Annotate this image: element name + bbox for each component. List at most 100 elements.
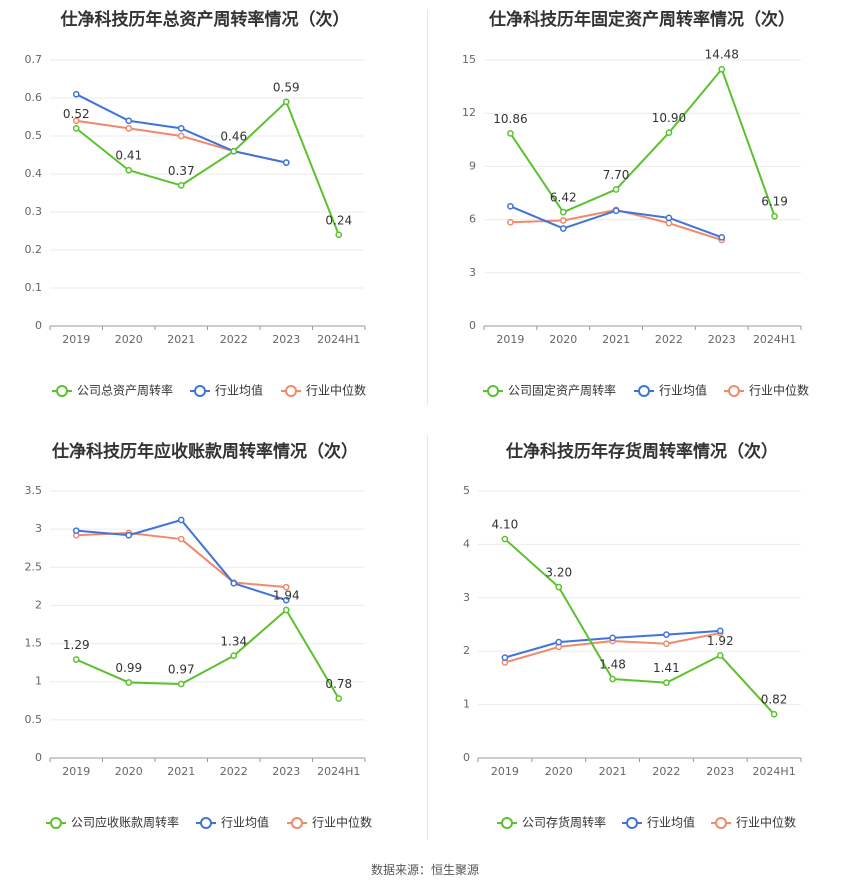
data-point-company: [282, 98, 290, 106]
data-point-company: [72, 656, 80, 663]
legend-label: 行业中位数: [749, 383, 809, 398]
x-tick-label: 2022: [220, 765, 248, 778]
data-label: 0.59: [273, 80, 300, 94]
data-label: 4.10: [492, 518, 519, 532]
x-tick-label: 2024H1: [753, 333, 796, 346]
y-tick-label: 3: [463, 591, 470, 604]
data-point-avg: [507, 202, 514, 210]
y-tick-label: 0.2: [25, 243, 43, 256]
data-point-company: [665, 129, 673, 137]
data-label: 0.78: [325, 677, 352, 691]
data-point-company: [230, 652, 238, 660]
data-point-avg: [665, 214, 673, 222]
data-point-company: [770, 710, 778, 718]
x-tick-label: 2019: [496, 333, 524, 346]
data-point-company: [177, 182, 185, 189]
data-label: 7.70: [603, 168, 630, 182]
legend-marker-median: [728, 385, 740, 397]
data-point-median: [665, 219, 673, 227]
x-tick-label: 2019: [491, 765, 519, 778]
legend-marker-company: [487, 385, 499, 397]
legend-marker-company: [56, 385, 68, 397]
y-tick-label: 4: [463, 537, 470, 550]
y-tick-label: 3.5: [25, 484, 43, 497]
data-point-company: [125, 679, 133, 686]
chart-title: 仕净科技历年总资产周转率情况（次）: [60, 9, 350, 30]
vertical-divider: [427, 10, 428, 405]
x-tick-label: 2020: [549, 333, 577, 346]
data-point-median: [72, 117, 80, 125]
data-point-company: [612, 186, 620, 193]
data-point-median: [282, 583, 290, 591]
data-point-avg: [718, 233, 726, 241]
y-tick-label: 0.4: [25, 167, 43, 180]
data-point-company: [718, 65, 726, 73]
x-tick-label: 2019: [62, 333, 90, 346]
legend-label: 行业均值: [659, 383, 707, 398]
legend-label: 行业中位数: [312, 815, 372, 830]
legend-marker-avg: [626, 817, 638, 829]
y-tick-label: 0: [463, 751, 470, 764]
x-tick-label: 2024H1: [752, 765, 795, 778]
data-point-avg: [177, 516, 185, 524]
data-label: 0.99: [115, 661, 142, 675]
x-tick-label: 2023: [272, 765, 300, 778]
data-label: 0.97: [168, 663, 195, 677]
data-label: 0.52: [63, 107, 90, 121]
x-tick-label: 2021: [599, 765, 627, 778]
data-point-median: [663, 640, 670, 648]
y-tick-label: 5: [463, 484, 470, 497]
data-label: 1.34: [220, 634, 247, 648]
data-point-avg: [663, 631, 670, 638]
data-point-avg: [282, 159, 290, 166]
x-tick-label: 2021: [602, 333, 630, 346]
chart-title: 仕净科技历年固定资产周转率情况（次）: [488, 9, 795, 30]
x-tick-label: 2023: [706, 765, 734, 778]
y-tick-label: 2: [35, 598, 42, 611]
data-point-company: [555, 583, 563, 591]
y-tick-label: 1: [35, 675, 42, 688]
x-tick-label: 2021: [167, 765, 195, 778]
data-source-note: 数据来源：恒生聚源: [370, 863, 479, 877]
legend-marker-company: [50, 817, 62, 829]
y-tick-label: 2.5: [25, 560, 43, 573]
data-label: 1.48: [599, 657, 626, 671]
y-tick-label: 0: [469, 319, 476, 332]
x-tick-label: 2020: [115, 333, 143, 346]
series-line-company: [509, 68, 776, 217]
y-tick-label: 3: [35, 522, 42, 535]
legend-marker-avg: [194, 385, 206, 397]
x-tick-label: 2024H1: [317, 765, 360, 778]
y-tick-label: 0: [35, 319, 42, 332]
data-point-company: [501, 535, 509, 543]
data-label: 1.29: [63, 638, 90, 652]
data-point-company: [230, 147, 238, 155]
data-label: 1.94: [273, 589, 300, 603]
y-tick-label: 1.5: [25, 637, 43, 650]
data-label: 6.42: [550, 191, 577, 205]
data-point-company: [507, 130, 514, 137]
data-label: 10.86: [493, 112, 527, 126]
data-point-company: [335, 695, 343, 702]
data-label: 1.41: [653, 661, 680, 675]
data-label: 0.41: [115, 149, 142, 163]
legend-label: 公司总资产周转率: [77, 383, 173, 398]
data-point-median: [177, 535, 185, 543]
x-tick-label: 2021: [167, 333, 195, 346]
x-tick-label: 2024H1: [317, 333, 360, 346]
y-tick-label: 2: [463, 644, 470, 657]
data-point-avg: [72, 527, 80, 535]
legend-label: 公司应收账款周转率: [71, 815, 179, 830]
y-tick-label: 1: [463, 698, 470, 711]
data-point-company: [282, 606, 290, 614]
data-point-avg: [125, 531, 133, 539]
series-line-company: [75, 100, 340, 236]
y-tick-label: 0: [35, 751, 42, 764]
x-tick-label: 2020: [545, 765, 573, 778]
series-line-company: [504, 538, 775, 715]
y-tick-label: 3: [469, 266, 476, 279]
data-label: 0.24: [325, 213, 352, 227]
data-point-median: [507, 218, 514, 226]
data-label: 0.82: [761, 693, 788, 707]
